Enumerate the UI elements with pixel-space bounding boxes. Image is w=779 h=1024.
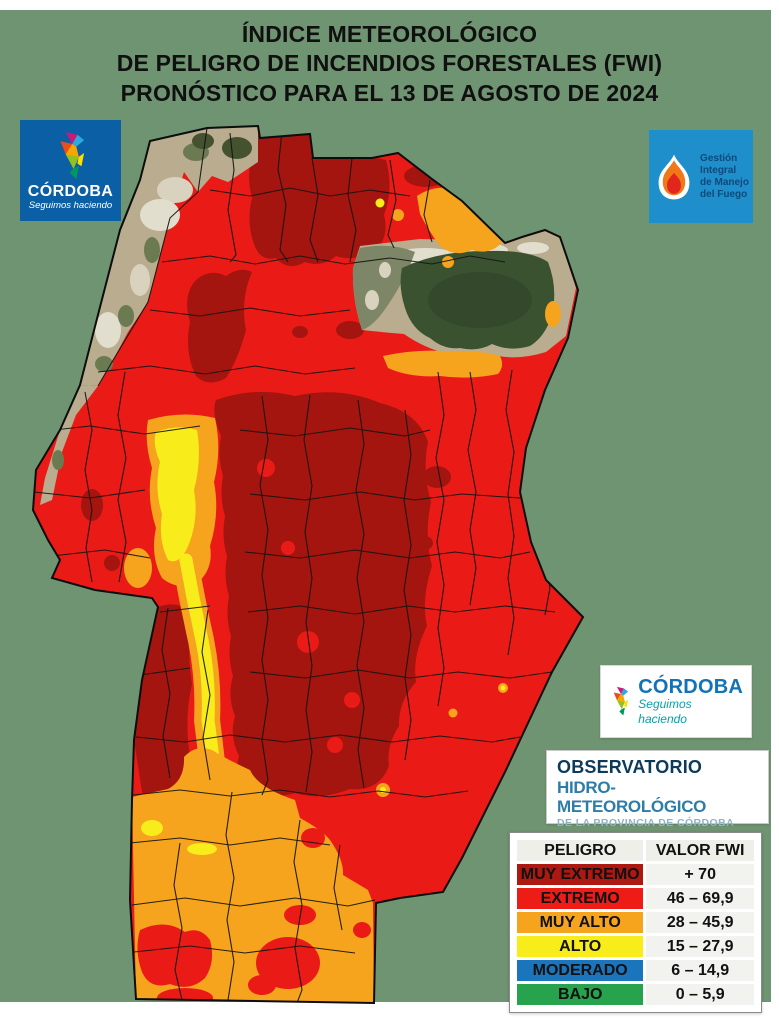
- fuego-text-line3: de Manejo: [700, 176, 749, 188]
- fire-management-logo: Gestión Integral de Manejo del Fuego: [649, 130, 753, 223]
- fuego-text-line4: del Fuego: [700, 188, 748, 200]
- observatorio-subtitle: HIDRO-METEOROLÓGICO: [557, 777, 707, 817]
- title-line-1: ÍNDICE METEOROLÓGICO: [241, 21, 538, 47]
- legend-row-extremo: EXTREMO 46 – 69,9: [517, 888, 754, 909]
- legend-row-muy-extremo: MUY EXTREMO + 70: [517, 864, 754, 885]
- extremo-blobs-south: [137, 828, 371, 1003]
- department-boundaries: [33, 127, 556, 1003]
- legend-value: 0 – 5,9: [646, 984, 754, 1005]
- alto-valley-core: [154, 427, 199, 562]
- extremo-spots: [257, 459, 360, 753]
- cordoba-province-glyph-icon: [613, 686, 629, 716]
- fuego-text-line2: Integral: [700, 164, 737, 176]
- cordoba-logo-tagline: Seguimos haciendo: [28, 199, 113, 211]
- fwi-legend: PELIGRO VALOR FWI MUY EXTREMO + 70 EXTRE…: [509, 832, 762, 1013]
- title-line-2: DE PELIGRO DE INCENDIOS FORESTALES (FWI): [116, 50, 663, 77]
- cordoba-white-logo-tagline: Seguimos haciendo: [638, 697, 692, 726]
- page-title: ÍNDICE METEOROLÓGICO DE PELIGRO DE INCEN…: [0, 20, 779, 108]
- cordoba-logo-name: CÓRDOBA: [27, 182, 114, 200]
- legend-label: MUY ALTO: [517, 912, 644, 933]
- cordoba-white-logo-name: CÓRDOBA: [638, 676, 743, 699]
- legend-label: BAJO: [517, 984, 644, 1005]
- legend-header-valor: VALOR FWI: [646, 840, 754, 861]
- legend-row-bajo: BAJO 0 – 5,9: [517, 984, 754, 1005]
- observatorio-title: OBSERVATORIO: [557, 757, 703, 777]
- legend-label: MODERADO: [517, 960, 644, 981]
- muy-extremo-zones: [81, 132, 451, 797]
- legend-row-muy-alto: MUY ALTO 28 – 45,9: [517, 912, 754, 933]
- alto-south-patches: [141, 820, 217, 855]
- flame-icon: [658, 154, 690, 199]
- legend-value: + 70: [646, 864, 754, 885]
- muy-alto-ne-zone: [383, 187, 561, 378]
- legend-value: 6 – 14,9: [646, 960, 754, 981]
- title-line-3: PRONÓSTICO PARA EL 13 DE AGOSTO DE 2024: [120, 79, 659, 106]
- province-fill-layers: [33, 126, 583, 1003]
- cordoba-province-glyph-icon: [60, 132, 84, 179]
- legend-row-alto: ALTO 15 – 27,9: [517, 936, 754, 957]
- legend-label: ALTO: [517, 936, 644, 957]
- legend-label: MUY EXTREMO: [517, 864, 644, 885]
- legend-label: EXTREMO: [517, 888, 644, 909]
- cordoba-government-logo: CÓRDOBA Seguimos haciendo: [20, 120, 121, 221]
- fuego-text-line1: Gestión: [700, 152, 738, 164]
- legend-value: 15 – 27,9: [646, 936, 754, 957]
- legend-row-moderado: MODERADO 6 – 14,9: [517, 960, 754, 981]
- fwi-legend-table: PELIGRO VALOR FWI MUY EXTREMO + 70 EXTRE…: [514, 837, 757, 1008]
- mar-chiquita-satellite: [352, 231, 576, 359]
- fire-management-logo-text: Gestión Integral de Manejo del Fuego: [700, 153, 749, 201]
- legend-value: 46 – 69,9: [646, 888, 754, 909]
- cordoba-logo-white-box: CÓRDOBA Seguimos haciendo: [600, 665, 752, 738]
- muy-alto-west-patch: [124, 548, 152, 588]
- alto-ne-dot: [375, 198, 385, 208]
- legend-header-peligro: PELIGRO: [517, 840, 644, 861]
- observatorio-box: OBSERVATORIO HIDRO-METEOROLÓGICO DE LA P…: [546, 750, 769, 829]
- legend-value: 28 – 45,9: [646, 912, 754, 933]
- legend-header-row: PELIGRO VALOR FWI: [517, 840, 754, 861]
- observatorio-caption: DE LA PROVINCIA DE CÓRDOBA: [557, 816, 735, 829]
